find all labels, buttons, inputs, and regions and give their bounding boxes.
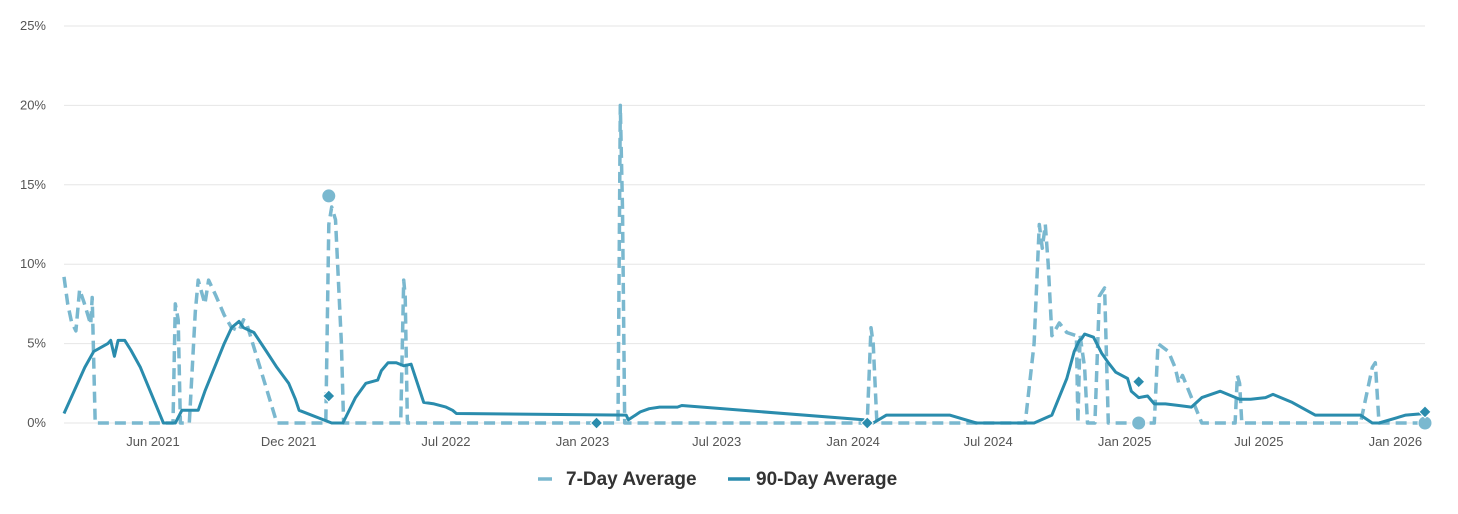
data-point-marker[interactable] [322,389,336,403]
y-tick-label: 20% [20,97,46,112]
x-tick-label: Jan 2026 [1369,434,1423,449]
y-tick-label: 0% [27,415,46,430]
x-tick-label: Jul 2023 [692,434,741,449]
marker-layer[interactable] [321,188,1433,431]
series-line-90-day-average [62,319,1426,425]
grid [64,25,1425,424]
x-axis-ticks: Jun 2021 Dec 2021 Jul 2022 Jan 2023 Jul 2023… [126,434,1422,449]
data-point-marker[interactable] [1132,375,1146,389]
legend-label-90-day[interactable]: 90-Day Average [756,469,897,490]
y-tick-label: 5% [27,336,46,351]
x-tick-label: Jul 2025 [1234,434,1283,449]
data-point-marker[interactable] [1418,405,1432,419]
series-layer [62,103,1426,425]
data-point-marker[interactable] [860,416,874,430]
y-tick-label: 15% [20,177,46,192]
x-tick-label: Jan 2023 [556,434,610,449]
y-tick-label: 10% [20,256,46,271]
series-line-7-day-average [62,103,1425,425]
legend-label-7-day[interactable]: 7-Day Average [566,469,697,490]
data-point-marker[interactable] [1131,415,1147,431]
legend[interactable]: 7-Day Average 90-Day Average [538,469,897,490]
data-point-marker[interactable] [321,188,337,204]
y-axis-ticks: 0% 5% 10% 15% 20% 25% [20,18,46,430]
y-tick-label: 25% [20,18,46,33]
x-tick-label: Dec 2021 [261,434,317,449]
x-tick-label: Jul 2024 [964,434,1013,449]
x-tick-label: Jul 2022 [421,434,470,449]
x-tick-label: Jan 2025 [1098,434,1152,449]
data-point-marker[interactable] [589,416,604,430]
x-tick-label: Jun 2021 [126,434,180,449]
x-tick-label: Jan 2024 [826,434,880,449]
